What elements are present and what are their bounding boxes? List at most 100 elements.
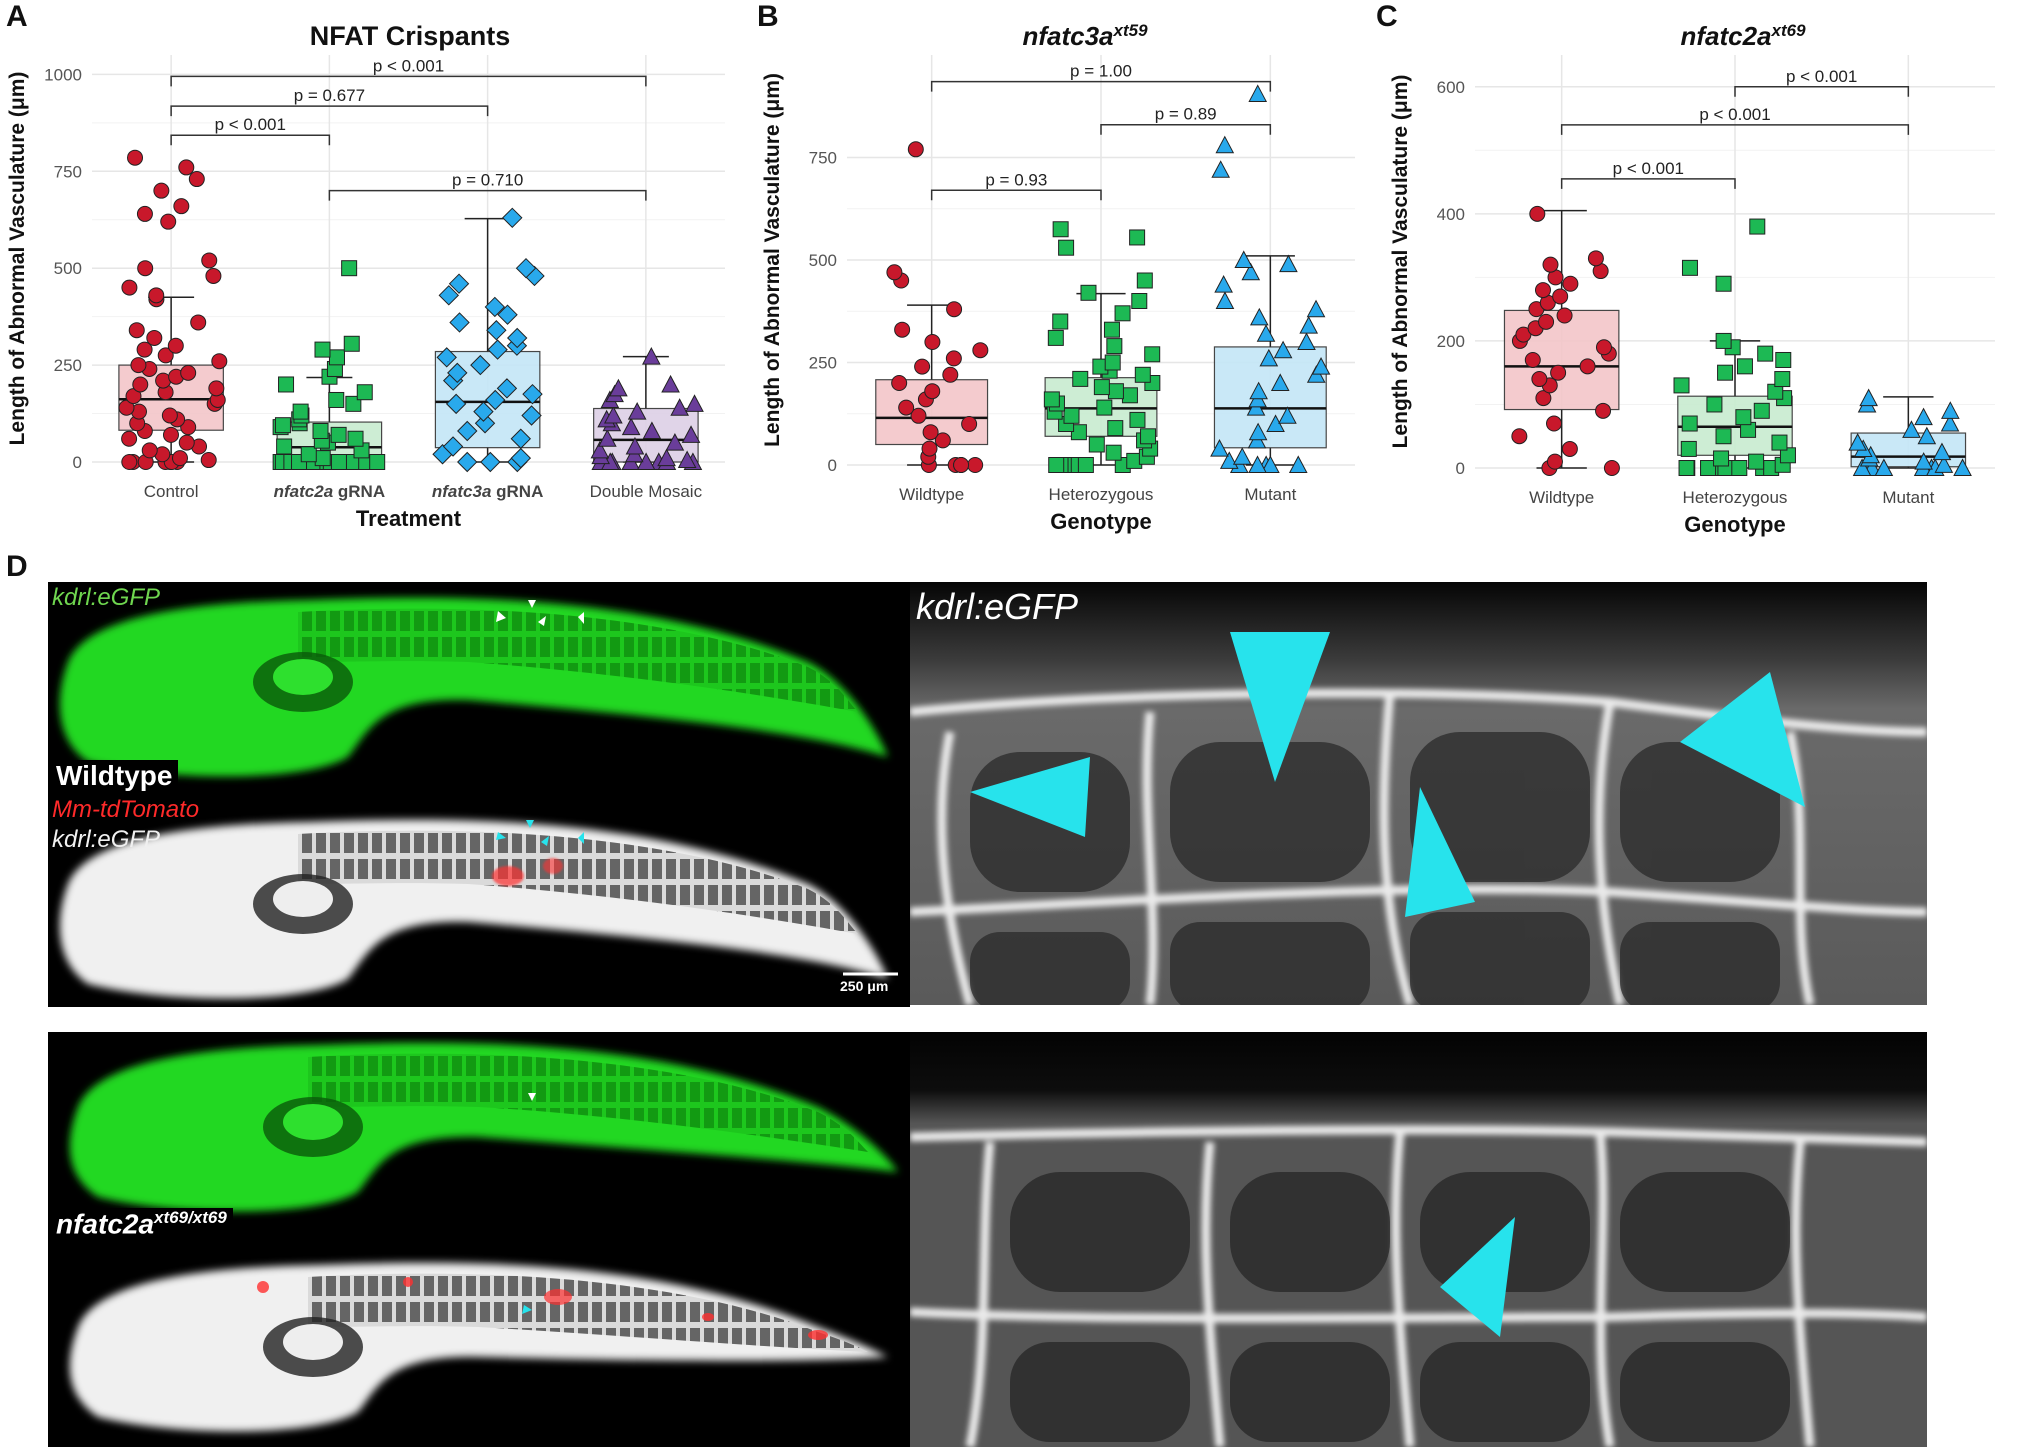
y-tick-label: 0: [1456, 459, 1465, 478]
data-point: [121, 279, 138, 296]
box: [1503, 309, 1620, 411]
data-point: [146, 329, 163, 346]
bracket-line: [1734, 86, 1910, 97]
data-point: [1953, 458, 1972, 476]
data-point: [314, 341, 331, 358]
data-point: [141, 442, 158, 459]
data-point: [1058, 239, 1075, 256]
bracket-line: [170, 134, 331, 146]
significance-bracket: p = 0.677: [170, 86, 489, 117]
data-point: [1511, 428, 1528, 445]
data-point: [898, 399, 915, 416]
data-point: [1121, 387, 1138, 404]
data-point: [1249, 307, 1269, 326]
data-point: [173, 198, 190, 215]
data-point: [625, 436, 645, 455]
data-point: [470, 354, 491, 376]
data-point: [1215, 291, 1235, 309]
data-point: [1587, 250, 1604, 267]
data-point: [894, 321, 911, 338]
data-point: [278, 376, 295, 393]
scale-bar-label: 250 μm: [840, 978, 889, 994]
bracket-line: [170, 75, 647, 87]
data-point: [1940, 413, 1960, 432]
data-point: [1700, 460, 1717, 476]
data-point: [1681, 259, 1698, 276]
data-point: [1673, 377, 1690, 394]
data-point: [497, 304, 518, 325]
x-tick-label: nfatc2a gRNA: [274, 482, 385, 501]
mutant-genotype-label: nfatc2axt69/xt69: [50, 1208, 233, 1241]
data-point: [118, 399, 135, 416]
x-tick-label: Heterozygous: [1683, 488, 1788, 507]
data-point: [621, 417, 641, 436]
data-point: [515, 257, 537, 279]
wildtype-larva-image: [48, 582, 910, 1007]
data-point: [1550, 364, 1567, 381]
data-point: [132, 376, 149, 393]
data-point: [1932, 442, 1952, 461]
data-point: [160, 213, 177, 230]
data-point: [128, 322, 145, 339]
data-point: [945, 350, 962, 367]
y-tick-label: 500: [54, 259, 82, 278]
data-point: [657, 448, 676, 467]
box-group: [1210, 84, 1331, 473]
x-tick-label: Control: [144, 482, 199, 501]
significance-bracket: p < 0.001: [1560, 159, 1736, 189]
data-point: [1278, 406, 1297, 424]
p-value-label: p < 0.001: [215, 115, 286, 134]
data-point: [1273, 340, 1293, 359]
data-point: [1542, 256, 1559, 273]
x-tick-label: Mutant: [1882, 488, 1934, 507]
box-group: [1848, 388, 1972, 476]
data-point: [343, 335, 360, 352]
egfp-larva-mutant-grayscale: [69, 1262, 888, 1432]
data-point: [1063, 407, 1080, 424]
data-point: [1047, 329, 1064, 346]
data-point: [300, 446, 317, 463]
data-point: [1579, 358, 1596, 375]
data-point: [886, 264, 903, 281]
significance-bracket: p < 0.001: [170, 115, 331, 146]
data-point: [347, 430, 364, 447]
significance-bracket: p < 0.001: [1734, 67, 1910, 97]
data-point: [510, 428, 532, 449]
data-point: [521, 405, 542, 426]
data-point: [1248, 84, 1268, 102]
significance-bracket: p = 1.00: [930, 62, 1272, 92]
data-point: [1678, 460, 1695, 476]
bracket-line: [930, 80, 1272, 92]
significance-bracket: p < 0.001: [1560, 105, 1910, 135]
p-value-label: p = 0.93: [985, 170, 1047, 189]
panel-letter-c: C: [1376, 0, 1398, 33]
data-point: [1941, 401, 1960, 419]
data-point: [1297, 332, 1316, 350]
data-point: [1052, 313, 1069, 330]
egfp-larva-mutant: [69, 1042, 898, 1212]
mutant-zoom-image: [910, 1032, 1927, 1447]
data-point: [1080, 284, 1097, 301]
x-tick-label: Wildtype: [899, 485, 964, 504]
data-point: [1214, 275, 1233, 293]
data-point: [604, 405, 623, 424]
data-point: [1249, 381, 1268, 400]
y-tick-label: 0: [828, 456, 837, 475]
bracket-line: [328, 189, 647, 201]
data-point: [1107, 420, 1124, 437]
data-point: [330, 426, 347, 443]
data-point: [162, 426, 179, 443]
egfp-larva: [59, 597, 888, 777]
data-point: [190, 314, 207, 331]
data-point: [1859, 388, 1878, 407]
y-tick-label: 250: [809, 354, 837, 373]
egfp-label: kdrl:eGFP: [52, 584, 161, 611]
chart-title: nfatc3axt59: [1022, 21, 1148, 52]
data-point: [1717, 364, 1734, 381]
data-point: [121, 454, 138, 470]
data-point: [312, 422, 329, 439]
tdtomato-label: Mm-tdTomato: [52, 796, 200, 823]
data-point: [356, 384, 373, 401]
data-point: [1749, 218, 1766, 235]
data-point: [1131, 293, 1148, 309]
